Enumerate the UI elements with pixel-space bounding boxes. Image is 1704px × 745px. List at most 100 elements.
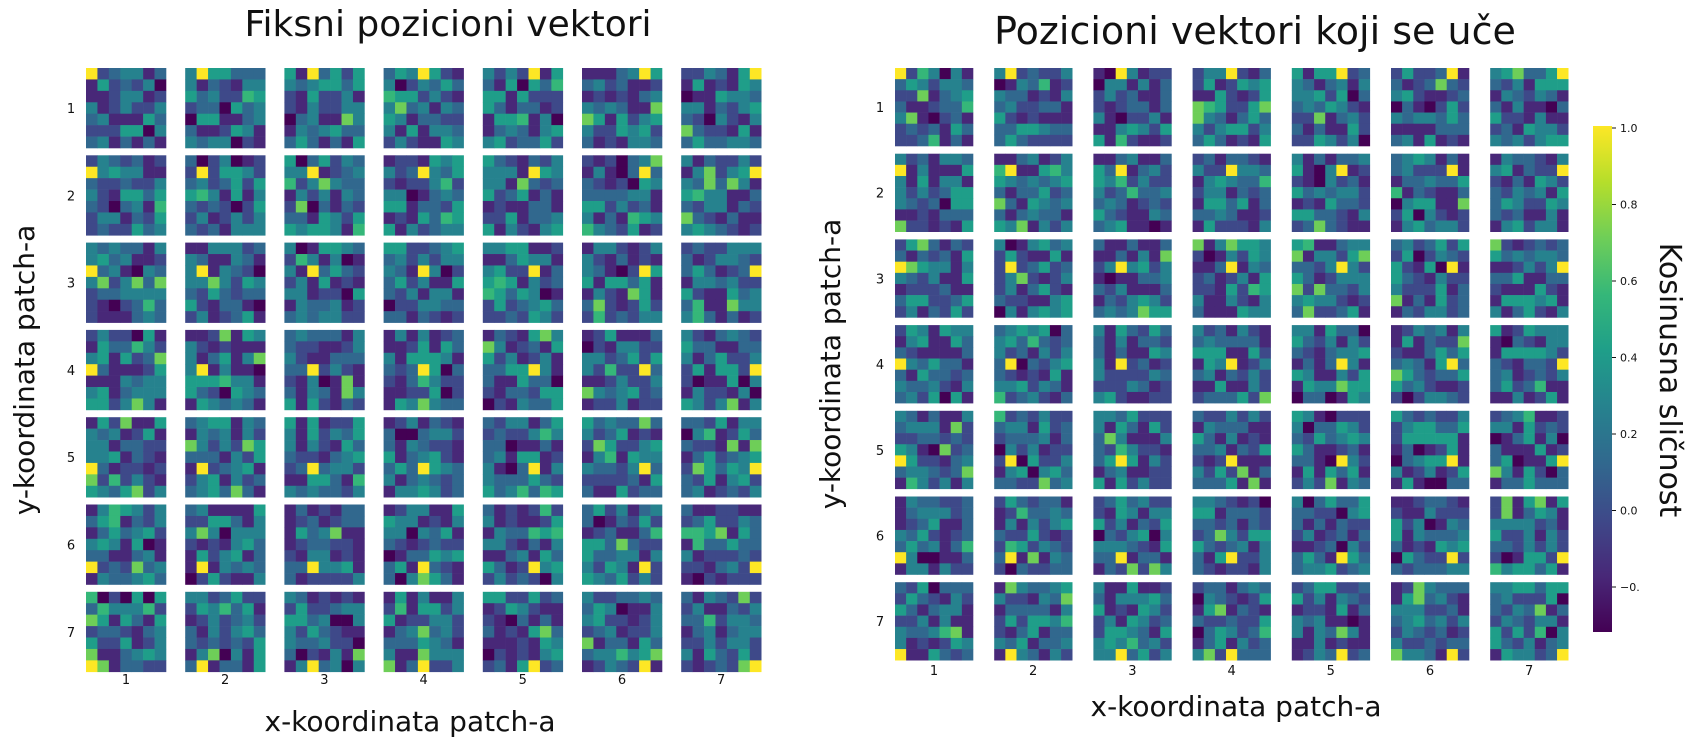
heatmap-pixel: [1016, 369, 1028, 382]
heatmap-pixel: [1093, 336, 1105, 348]
heatmap-pixel: [616, 387, 629, 399]
heatmap-pixel: [1457, 209, 1470, 221]
heatmap-pixel: [692, 113, 705, 126]
heatmap-pixel: [406, 428, 419, 441]
heatmap-pixel: [1435, 209, 1448, 221]
heatmap-pixel: [341, 265, 354, 278]
heatmap-pixel: [1446, 153, 1459, 166]
heatmap-pixel: [704, 591, 716, 604]
heatmap-pixel: [1523, 637, 1536, 650]
heatmap-pixel: [1347, 187, 1359, 199]
heatmap-pixel: [452, 223, 464, 236]
heatmap-pixel: [406, 364, 419, 376]
heatmap-pixel: [1016, 529, 1028, 542]
heatmap-pixel: [208, 485, 220, 498]
heatmap-pixel: [1534, 261, 1547, 274]
heatmap-pixel: [131, 440, 144, 452]
heatmap-pixel: [352, 440, 365, 452]
x-tick-label: 4: [1227, 664, 1235, 679]
heatmap-pixel: [692, 288, 705, 301]
heatmap-pixel: [604, 223, 617, 236]
heatmap-pixel: [1160, 563, 1172, 575]
heatmap-pixel: [994, 164, 1006, 177]
heatmap-pixel: [97, 504, 110, 517]
heatmap-pixel: [383, 265, 396, 278]
heatmap-pixel: [1226, 466, 1238, 478]
heatmap-pixel: [440, 136, 453, 149]
heatmap-pixel: [253, 254, 266, 266]
heatmap-pixel: [341, 189, 354, 202]
heatmap-pixel: [185, 474, 197, 487]
heatmap-pixel: [906, 164, 918, 177]
heatmap-cell-6-7: [1490, 496, 1569, 575]
heatmap-pixel: [917, 198, 929, 210]
heatmap-pixel: [230, 90, 243, 103]
heatmap-pixel: [383, 504, 396, 517]
heatmap-pixel: [429, 125, 442, 137]
heatmap-pixel: [604, 102, 617, 115]
heatmap-pixel: [341, 561, 354, 574]
heatmap-pixel: [593, 254, 606, 266]
heatmap-pixel: [108, 474, 121, 487]
heatmap-pixel: [307, 276, 319, 289]
heatmap-pixel: [295, 561, 308, 574]
heatmap-pixel: [505, 573, 518, 585]
heatmap-pixel: [1203, 175, 1216, 188]
heatmap-pixel: [1237, 518, 1249, 531]
heatmap-pixel: [406, 550, 419, 562]
heatmap-pixel: [1248, 615, 1260, 628]
heatmap-pixel: [639, 79, 651, 92]
heatmap-pixel: [1435, 380, 1448, 393]
heatmap-pixel: [143, 79, 155, 92]
heatmap-pixel: [1413, 552, 1425, 564]
heatmap-pixel: [284, 440, 297, 452]
heatmap-pixel: [330, 550, 342, 562]
heatmap-pixel: [1512, 123, 1524, 136]
heatmap-pixel: [604, 341, 617, 354]
heatmap-pixel: [395, 398, 407, 411]
heatmap-pixel: [429, 136, 442, 149]
heatmap-pixel: [627, 591, 640, 604]
heatmap-pixel: [1259, 593, 1271, 605]
heatmap-pixel: [97, 276, 110, 289]
heatmap-pixel: [906, 649, 918, 661]
heatmap-pixel: [383, 603, 396, 615]
heatmap-pixel: [341, 125, 354, 137]
heatmap-pixel: [939, 272, 952, 285]
heatmap-pixel: [1248, 220, 1260, 232]
heatmap-pixel: [928, 433, 940, 445]
heatmap-pixel: [417, 265, 430, 278]
heatmap-pixel: [1457, 306, 1470, 318]
heatmap-pixel: [1391, 496, 1403, 508]
heatmap-pixel: [1291, 477, 1304, 490]
heatmap-pixel: [895, 466, 907, 478]
heatmap-pixel: [1160, 239, 1172, 251]
heatmap-pixel: [505, 276, 518, 289]
heatmap-pixel: [208, 648, 220, 661]
heatmap-pixel: [616, 136, 629, 149]
heatmap-pixel: [230, 136, 243, 149]
heatmap-pixel: [1457, 421, 1470, 434]
heatmap-pixel: [330, 660, 342, 673]
heatmap-pixel: [383, 398, 396, 411]
heatmap-pixel: [1104, 582, 1116, 594]
heatmap-pixel: [1248, 541, 1260, 553]
heatmap-pixel: [143, 299, 155, 312]
heatmap-pixel: [1325, 552, 1337, 564]
heatmap-pixel: [1237, 369, 1249, 382]
heatmap-pixel: [86, 102, 98, 115]
heatmap-pixel: [1248, 529, 1260, 542]
heatmap-pixel: [616, 155, 629, 168]
heatmap-pixel: [895, 541, 907, 553]
heatmap-pixel: [1214, 272, 1227, 285]
heatmap-pixel: [452, 311, 464, 323]
heatmap-pixel: [1214, 518, 1227, 531]
heatmap-pixel: [330, 113, 342, 126]
heatmap-pixel: [1149, 541, 1161, 553]
heatmap-pixel: [1203, 123, 1216, 136]
heatmap-pixel: [131, 242, 144, 255]
heatmap-pixel: [395, 212, 407, 225]
heatmap-pixel: [1192, 68, 1205, 80]
heatmap-pixel: [895, 336, 907, 348]
heatmap-pixel: [692, 254, 705, 266]
